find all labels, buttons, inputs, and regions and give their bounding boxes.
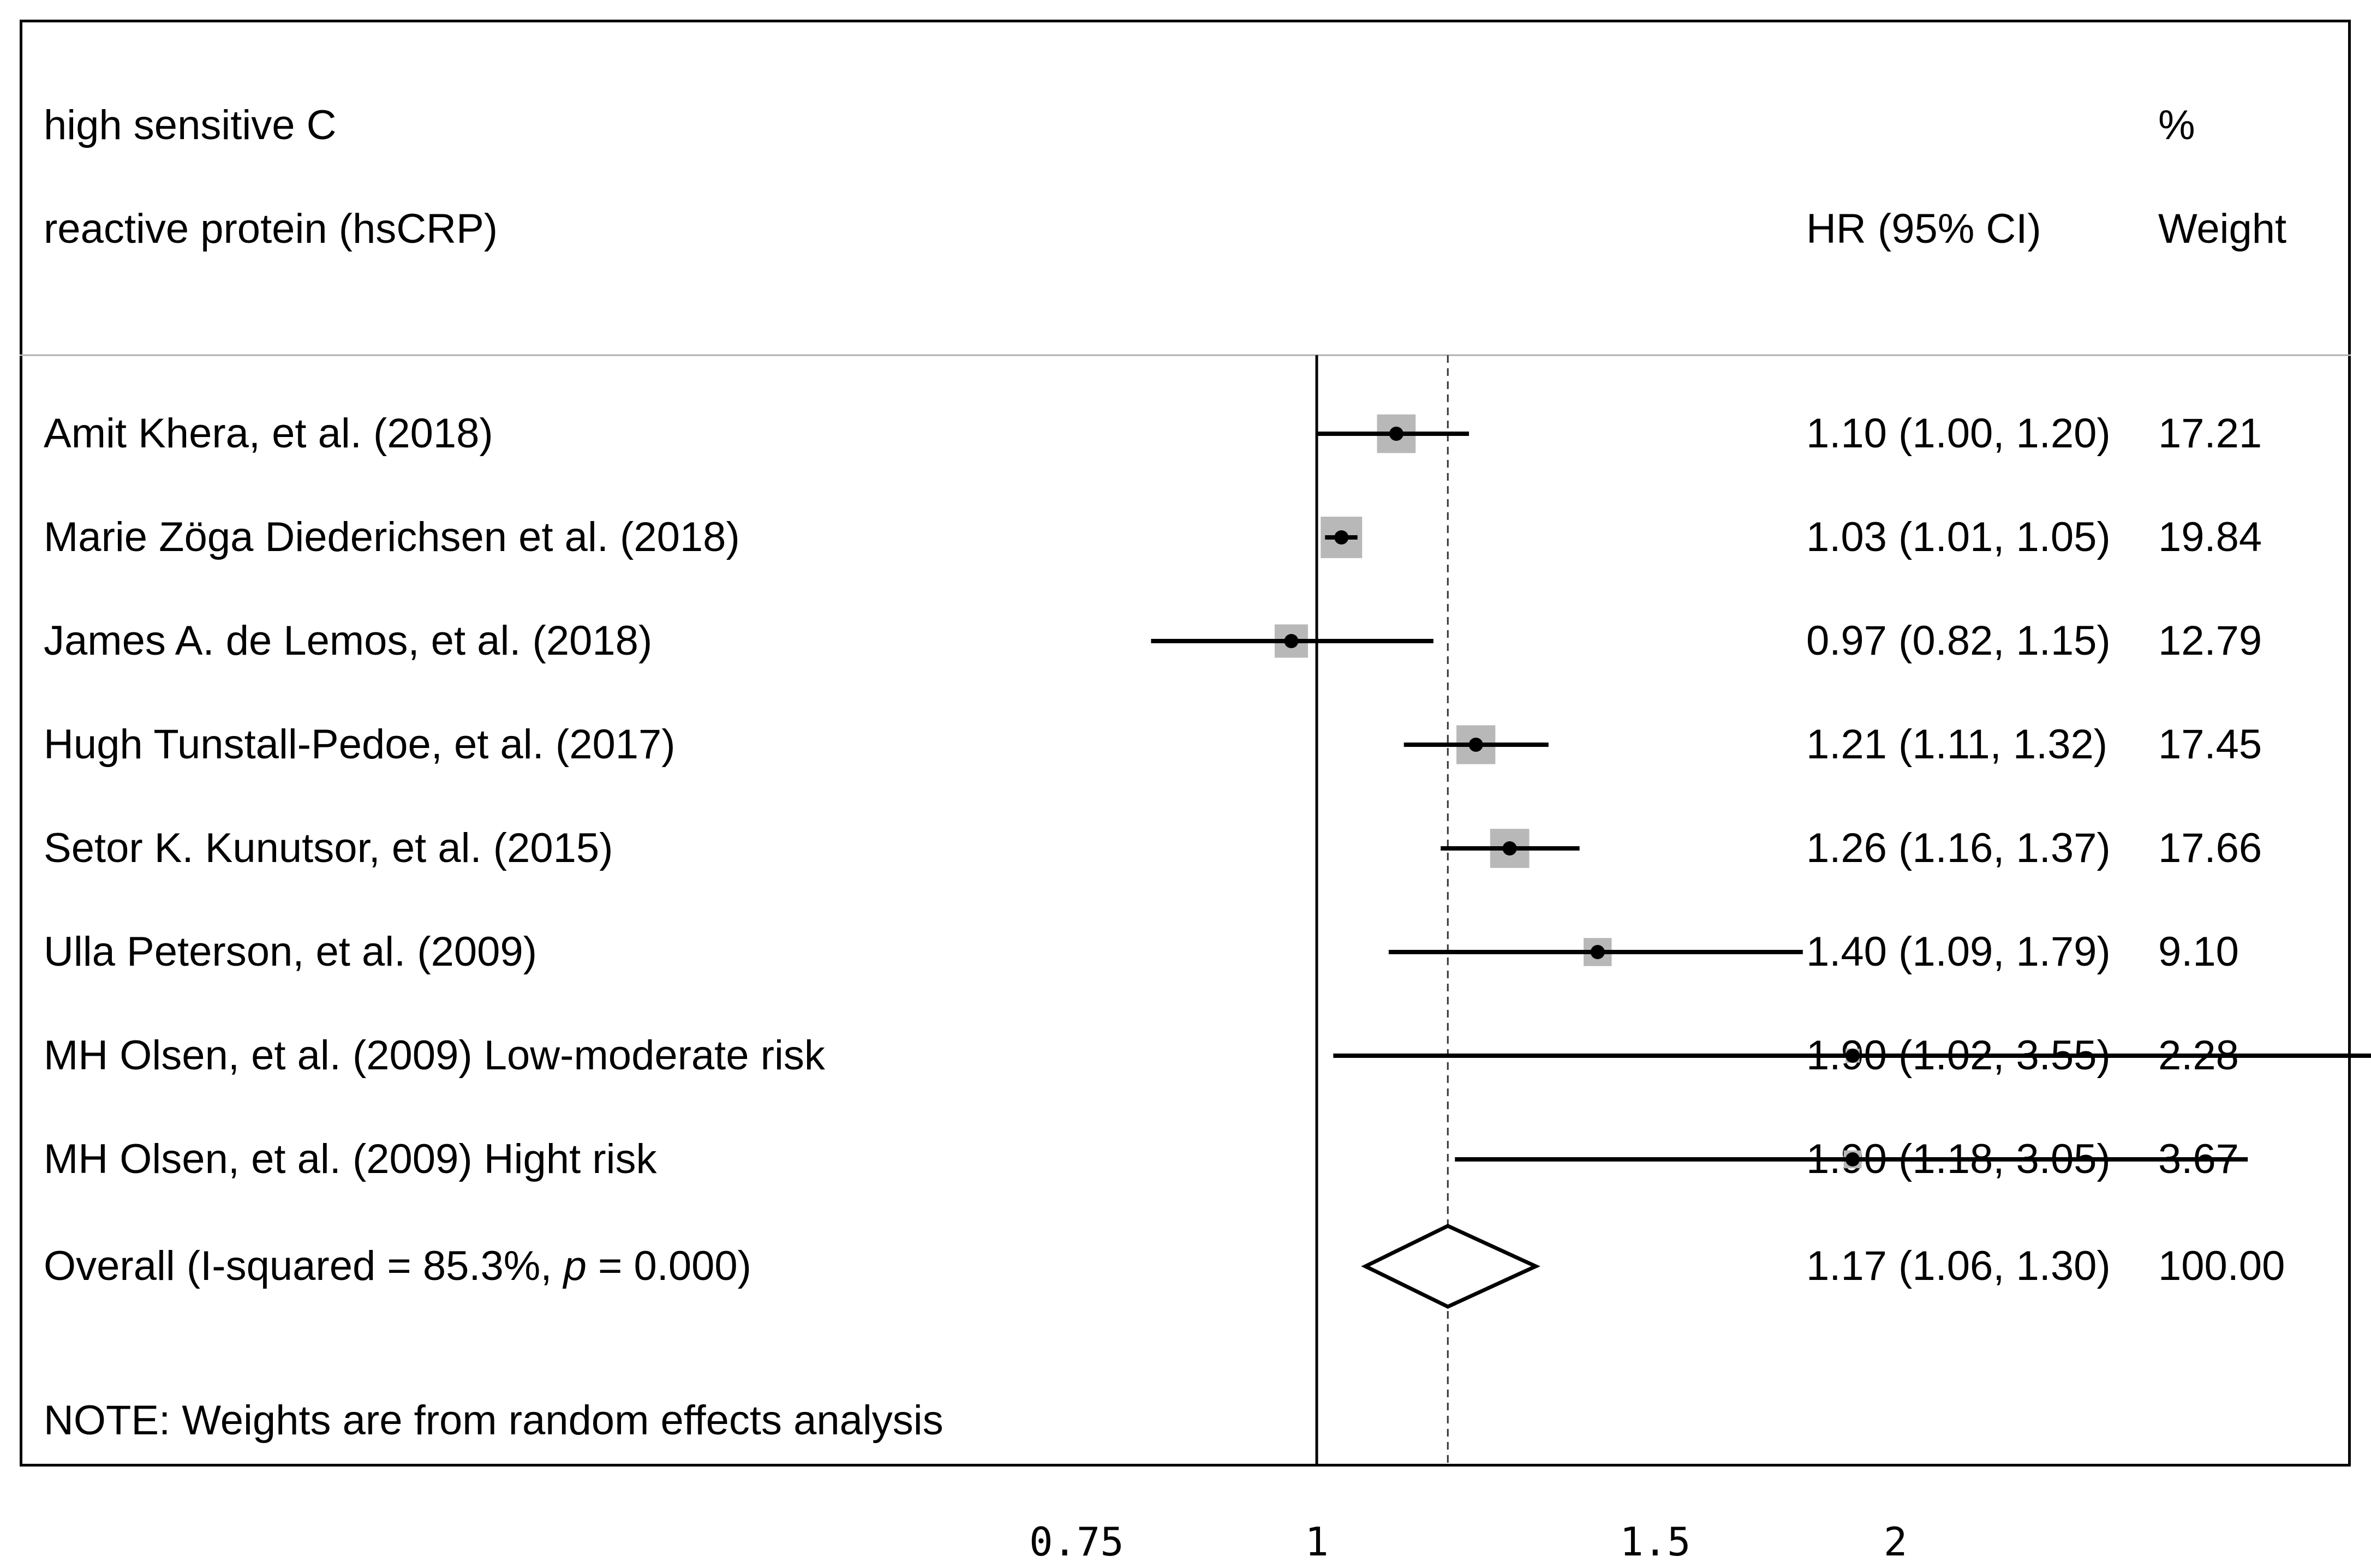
study-label: MH Olsen, et al. (2009) Hight risk	[44, 1136, 657, 1182]
header-weight: Weight	[2158, 206, 2287, 252]
study-weight: 17.66	[2158, 825, 2262, 871]
weights-note: NOTE: Weights are from random effects an…	[44, 1397, 943, 1444]
overall-label: Overall (I-squared = 85.3%, p = 0.000)	[44, 1246, 751, 1287]
study-weight: 9.10	[2158, 929, 2239, 975]
study-point-marker	[1284, 634, 1299, 648]
x-tick-label: 1	[1305, 1519, 1329, 1565]
study-label: Marie Zöga Diederichsen et al. (2018)	[44, 514, 740, 560]
study-point-marker	[1590, 945, 1605, 959]
x-tick-label: 0.75	[1029, 1519, 1124, 1565]
study-point-marker	[1334, 530, 1349, 544]
study-point-marker	[1502, 841, 1517, 855]
header-title-line1: high sensitive C	[44, 102, 337, 148]
study-hr-ci: 1.03 (1.01, 1.05)	[1806, 514, 2111, 560]
overall-hr-ci: 1.17 (1.06, 1.30)	[1806, 1243, 2111, 1289]
study-point-marker	[1846, 1152, 1860, 1166]
header-title-line2: reactive protein (hsCRP)	[44, 206, 498, 252]
study-label: James A. de Lemos, et al. (2018)	[44, 618, 653, 664]
study-label: Ulla Peterson, et al. (2009)	[44, 929, 537, 975]
overall-label-prefix: Overall (I-squared = 85.3%,	[44, 1243, 564, 1289]
header-hr-ci: HR (95% CI)	[1806, 206, 2041, 252]
overall-weight: 100.00	[2158, 1243, 2285, 1289]
overall-label-suffix: = 0.000)	[586, 1243, 751, 1289]
study-hr-ci: 0.97 (0.82, 1.15)	[1806, 618, 2111, 664]
overall-diamond	[1361, 1224, 1540, 1309]
study-point-marker	[1846, 1049, 1860, 1063]
study-label: Amit Khera, et al. (2018)	[44, 410, 493, 457]
study-point-marker	[1389, 427, 1404, 441]
study-label: Setor K. Kunutsor, et al. (2015)	[44, 825, 613, 871]
study-weight: 17.21	[2158, 410, 2262, 457]
x-tick-label: 2	[1883, 1519, 1908, 1565]
study-weight: 19.84	[2158, 514, 2262, 560]
study-hr-ci: 1.21 (1.11, 1.32)	[1806, 721, 2108, 768]
study-hr-ci: 1.10 (1.00, 1.20)	[1806, 410, 2111, 457]
header-weight-pct: %	[2158, 102, 2195, 148]
study-weight: 12.79	[2158, 618, 2262, 664]
study-point-marker	[1468, 738, 1483, 752]
study-hr-ci: 1.40 (1.09, 1.79)	[1806, 929, 2111, 975]
study-weight: 17.45	[2158, 721, 2262, 768]
x-tick-label: 1.5	[1620, 1519, 1691, 1565]
study-label: Hugh Tunstall-Pedoe, et al. (2017)	[44, 721, 676, 768]
overall-label-p: p	[563, 1243, 587, 1289]
study-label: MH Olsen, et al. (2009) Low-moderate ris…	[44, 1032, 825, 1079]
plot-frame	[20, 20, 2351, 1467]
study-hr-ci: 1.26 (1.16, 1.37)	[1806, 825, 2111, 871]
